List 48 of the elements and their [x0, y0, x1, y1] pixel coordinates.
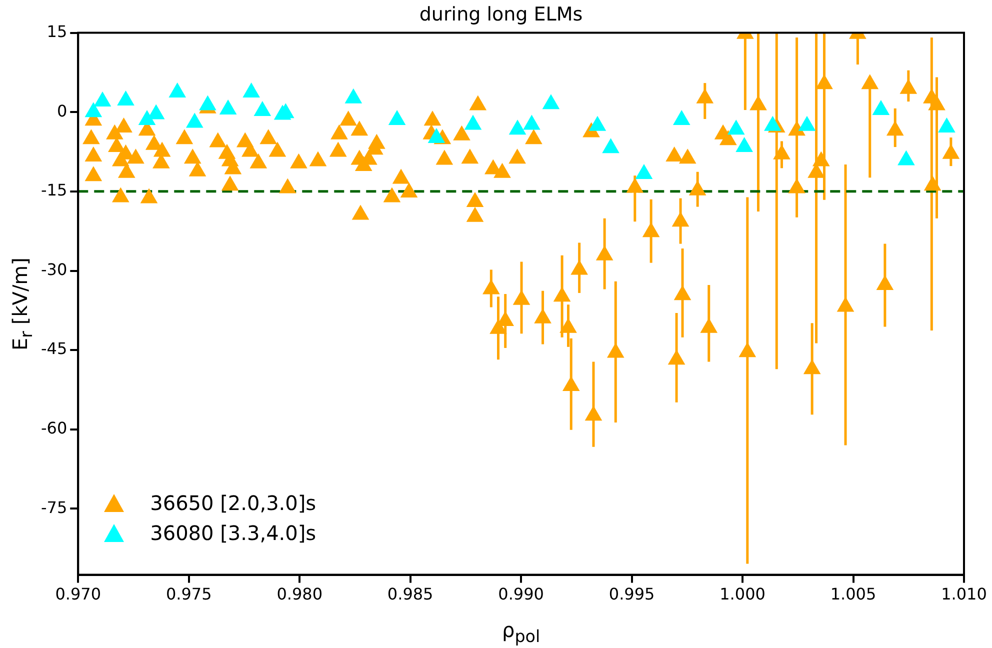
point — [428, 128, 446, 144]
point — [388, 110, 406, 126]
point — [168, 82, 186, 98]
x-tick-label: 1.005 — [830, 584, 876, 604]
x-tick-label: 0.975 — [166, 584, 212, 604]
point — [898, 150, 915, 166]
point — [602, 138, 620, 154]
point — [254, 101, 272, 116]
x-tick-label: 0.985 — [387, 584, 434, 604]
point — [523, 114, 540, 130]
point — [138, 110, 156, 126]
legend-label: 36080 [3.3,4.0]s — [150, 520, 316, 545]
point — [344, 88, 362, 104]
y-tick-label: -60 — [40, 418, 68, 438]
point — [798, 116, 816, 131]
point — [588, 116, 606, 131]
y-tick-label: 15 — [46, 22, 68, 41]
point — [672, 110, 690, 126]
x-tick-label: 0.990 — [498, 584, 544, 604]
x-tick-label: 0.970 — [55, 584, 102, 604]
point — [464, 114, 482, 130]
point — [219, 99, 237, 114]
point — [542, 94, 560, 110]
point — [635, 164, 653, 179]
x-axis-title: ρ$_{pol}$ — [502, 618, 540, 646]
point — [736, 137, 753, 152]
point — [117, 90, 134, 106]
x-tick-label: 0.980 — [276, 584, 323, 604]
y-tick-label: -45 — [40, 339, 68, 358]
point — [508, 120, 526, 135]
legend-label: 36650 [2.0,3.0]s — [150, 490, 316, 515]
point — [727, 120, 745, 135]
y-tick-label: -75 — [40, 498, 68, 517]
point — [938, 117, 956, 132]
point — [94, 92, 112, 107]
chart-title: during long ELMs — [419, 3, 583, 26]
x-tick-label: 1.010 — [941, 584, 987, 604]
x-tick-label: 0.995 — [608, 584, 655, 604]
y-tick-label: -15 — [40, 180, 68, 200]
point — [199, 95, 216, 110]
point — [186, 112, 204, 128]
y-tick-label: -30 — [40, 260, 68, 279]
point — [242, 82, 260, 98]
x-tick-label: 1.000 — [720, 584, 766, 604]
point — [764, 116, 782, 131]
point — [84, 102, 102, 118]
y-tick-label: 0 — [56, 101, 68, 120]
point — [872, 100, 890, 115]
